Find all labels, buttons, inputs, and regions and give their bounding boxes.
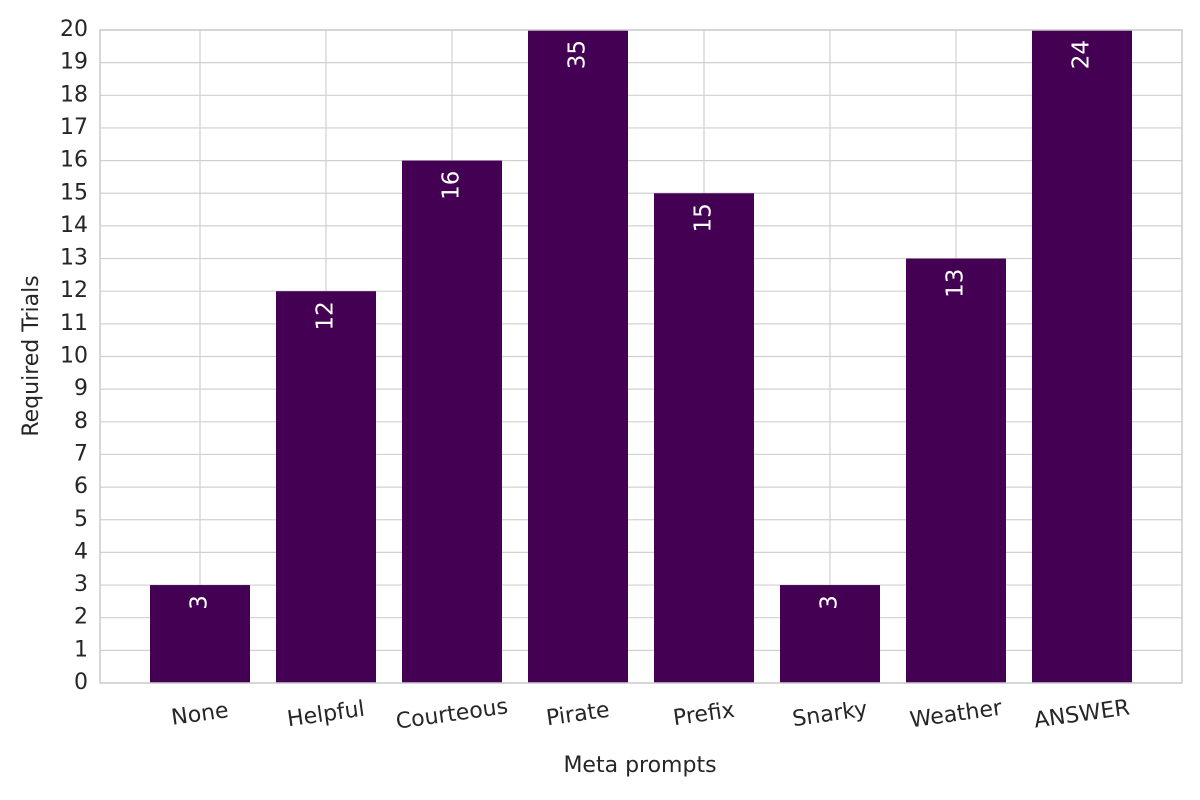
bar	[780, 585, 880, 683]
y-tick-label: 3	[74, 572, 88, 597]
bar	[906, 258, 1006, 683]
y-tick-label: 0	[74, 670, 88, 695]
x-tick-label: Prefix	[672, 698, 737, 731]
y-tick-label: 10	[60, 344, 88, 369]
bar	[276, 291, 376, 683]
x-tick-label: None	[170, 698, 230, 731]
value-label: 35	[565, 40, 591, 69]
value-label: 3	[187, 595, 213, 610]
bar	[402, 160, 502, 683]
y-tick-label: 2	[74, 605, 88, 630]
y-tick-label: 8	[74, 409, 88, 434]
value-label: 24	[1069, 40, 1095, 69]
x-tick-label: Pirate	[545, 698, 611, 732]
plot-frame	[99, 29, 1183, 684]
x-tick-label: Helpful	[286, 697, 367, 733]
value-label: 3	[817, 595, 843, 610]
y-tick-label: 7	[74, 441, 88, 466]
y-tick-label: 5	[74, 507, 88, 532]
y-tick-label: 9	[74, 376, 88, 401]
y-tick-label: 16	[60, 148, 88, 173]
x-tick-label: Weather	[908, 696, 1004, 734]
bar	[1032, 30, 1132, 683]
y-tick-label: 6	[74, 474, 88, 499]
y-tick-label: 14	[60, 213, 88, 238]
x-tick-label: Snarky	[791, 697, 869, 732]
y-axis-label: Required Trials	[19, 275, 44, 436]
y-tick-label: 13	[60, 246, 88, 271]
bar	[150, 585, 250, 683]
value-label: 13	[943, 269, 969, 298]
bar	[654, 193, 754, 683]
y-tick-label: 4	[74, 539, 88, 564]
y-tick-label: 15	[60, 180, 88, 205]
value-label: 12	[313, 301, 339, 330]
bar	[528, 30, 628, 683]
y-tick-label: 17	[60, 115, 88, 140]
y-tick-label: 12	[60, 278, 88, 303]
y-tick-label: 20	[60, 17, 88, 42]
y-tick-label: 1	[74, 637, 88, 662]
y-tick-label: 11	[60, 311, 88, 336]
x-tick-label: ANSWER	[1032, 695, 1131, 733]
y-tick-label: 18	[60, 82, 88, 107]
value-label: 15	[691, 203, 717, 232]
x-tick-label: Courteous	[394, 694, 509, 734]
y-tick-label: 19	[60, 50, 88, 75]
x-axis-label: Meta prompts	[563, 753, 716, 778]
value-label: 16	[439, 171, 465, 200]
